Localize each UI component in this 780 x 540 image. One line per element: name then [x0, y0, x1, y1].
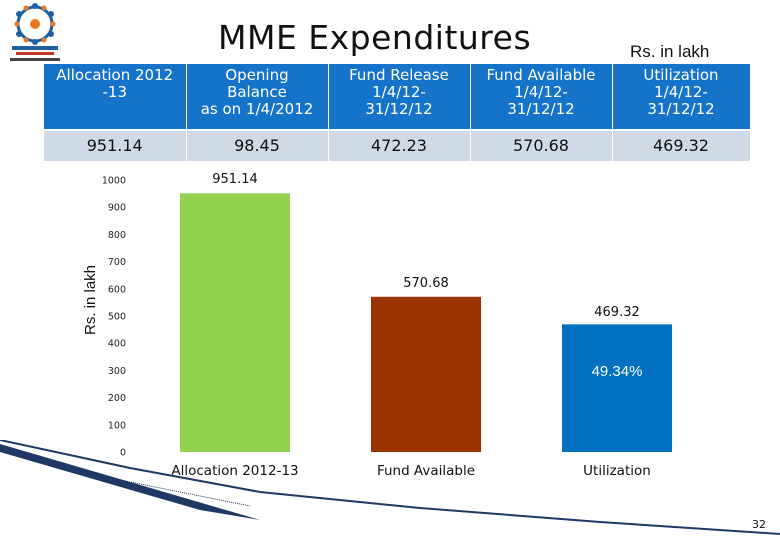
header-utilization: Utilization 1/4/12- 31/12/12: [612, 64, 751, 130]
table-row: 951.14 98.45 472.23 570.68 469.32: [44, 129, 751, 161]
cell-opening-balance: 98.45: [186, 129, 329, 161]
x-tick-label: Fund Available: [377, 463, 475, 479]
y-tick-label: 400: [108, 339, 126, 350]
data-label: 570.68: [403, 276, 449, 291]
cell-fund-release: 472.23: [328, 129, 471, 161]
page-number: 32: [752, 518, 766, 531]
y-tick-label: 0: [120, 448, 126, 459]
y-tick-label: 300: [108, 366, 126, 377]
y-axis-label: Rs. in lakh: [82, 265, 99, 335]
header-opening-balance: Opening Balance as on 1/4/2012: [186, 64, 329, 130]
data-label: 469.32: [594, 305, 640, 320]
header-fund-available: Fund Available 1/4/12- 31/12/12: [470, 64, 613, 130]
y-tick-label: 900: [108, 203, 126, 214]
y-tick-label: 800: [108, 230, 126, 241]
header-allocation: Allocation 2012 -13: [44, 64, 187, 130]
table-header-row: Allocation 2012 -13 Opening Balance as o…: [44, 64, 751, 130]
data-label: 951.14: [212, 172, 258, 187]
y-tick-label: 600: [108, 284, 126, 295]
y-tick-label: 1000: [102, 176, 126, 187]
bar: [371, 296, 481, 452]
bar: [562, 324, 672, 452]
header-fund-release: Fund Release 1/4/12- 31/12/12: [328, 64, 471, 130]
x-tick-label: Allocation 2012-13: [171, 463, 298, 479]
y-tick-label: 700: [108, 257, 126, 268]
logo-icon: [10, 3, 60, 61]
x-tick-label: Utilization: [583, 463, 651, 479]
footer-decoration: [0, 440, 780, 540]
unit-label: Rs. in lakh: [630, 42, 710, 61]
cell-fund-available: 570.68: [470, 129, 613, 161]
summary-table: Allocation 2012 -13 Opening Balance as o…: [44, 64, 751, 161]
cell-utilization: 469.32: [612, 129, 751, 161]
y-tick-label: 200: [108, 393, 126, 404]
cell-allocation: 951.14: [44, 129, 187, 161]
y-tick-label: 100: [108, 420, 126, 431]
y-tick-label: 500: [108, 312, 126, 323]
bar: [180, 193, 290, 452]
page-title: MME Expenditures: [218, 18, 532, 57]
percentage-annotation: 49.34%: [592, 363, 643, 380]
